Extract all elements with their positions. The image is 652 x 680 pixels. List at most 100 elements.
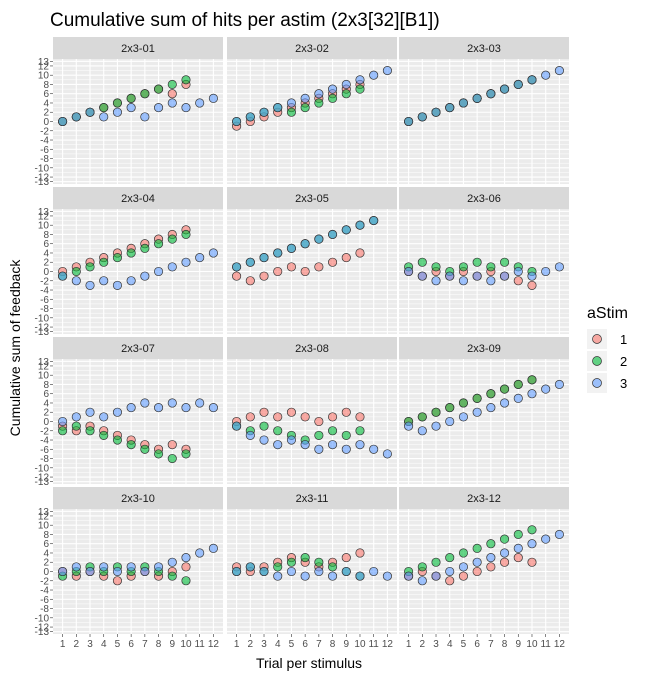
facet-strip bbox=[227, 337, 397, 359]
y-tick-label: 10 bbox=[38, 221, 50, 232]
x-tick-label: 12 bbox=[382, 639, 394, 650]
y-tick-label: -4 bbox=[40, 286, 49, 297]
data-point bbox=[341, 89, 351, 99]
facet-panel: 2x3-05 bbox=[227, 187, 397, 334]
legend-label: 2 bbox=[620, 354, 627, 369]
data-point bbox=[181, 75, 191, 85]
x-tick-label: 10 bbox=[180, 639, 192, 650]
data-point bbox=[167, 557, 177, 567]
data-point bbox=[208, 403, 218, 413]
data-point bbox=[140, 566, 150, 577]
y-tick-label: 6 bbox=[43, 89, 49, 100]
facet-panel: 2x3-03 bbox=[399, 37, 569, 184]
data-point bbox=[286, 566, 296, 577]
data-point bbox=[126, 276, 136, 286]
facet-panels: 2x3-01-13-12-10-8-6-4-2024681012132x3-02… bbox=[35, 37, 569, 650]
data-point bbox=[112, 107, 122, 117]
data-point bbox=[382, 571, 392, 581]
data-point bbox=[167, 234, 177, 244]
y-tick-label: -10 bbox=[35, 163, 50, 174]
data-point bbox=[85, 107, 95, 117]
data-point bbox=[154, 84, 164, 94]
data-point bbox=[286, 407, 296, 417]
data-point bbox=[355, 248, 365, 258]
data-point bbox=[181, 229, 191, 240]
facet-strip bbox=[53, 187, 223, 209]
data-point bbox=[167, 79, 177, 90]
data-point bbox=[431, 421, 441, 431]
data-point bbox=[126, 562, 136, 572]
y-tick-label: 10 bbox=[38, 521, 50, 532]
data-point bbox=[181, 562, 191, 572]
data-point bbox=[472, 407, 482, 417]
data-point bbox=[328, 571, 338, 581]
data-point bbox=[167, 453, 177, 464]
y-tick-label: 13 bbox=[38, 357, 50, 368]
facet-strip-label: 2x3-07 bbox=[121, 343, 155, 355]
data-point bbox=[259, 407, 269, 417]
data-point bbox=[404, 266, 414, 277]
data-point bbox=[369, 70, 379, 80]
data-point bbox=[58, 416, 68, 427]
x-tick-label: 9 bbox=[343, 639, 349, 650]
data-point bbox=[417, 562, 427, 572]
data-point bbox=[195, 98, 205, 108]
data-point bbox=[140, 444, 150, 454]
x-tick-label: 10 bbox=[526, 639, 538, 650]
data-point bbox=[341, 407, 351, 417]
y-tick-label: -10 bbox=[35, 463, 50, 474]
data-point bbox=[58, 116, 68, 127]
data-point bbox=[181, 553, 191, 563]
data-point bbox=[341, 253, 351, 263]
facet-strip bbox=[399, 487, 569, 509]
data-point bbox=[154, 239, 164, 249]
x-tick-label: 2 bbox=[420, 639, 426, 650]
data-point bbox=[500, 84, 510, 94]
data-point bbox=[500, 384, 510, 394]
x-tick-label: 4 bbox=[101, 639, 107, 650]
x-tick-label: 7 bbox=[488, 639, 494, 650]
data-point bbox=[71, 412, 81, 422]
x-tick-label: 5 bbox=[289, 639, 295, 650]
y-tick-label: 12 bbox=[38, 211, 50, 222]
legend-label: 3 bbox=[620, 376, 627, 391]
y-tick-label: 4 bbox=[43, 548, 49, 559]
data-point bbox=[472, 271, 482, 281]
y-tick-label: 12 bbox=[38, 511, 50, 522]
y-tick-label: 6 bbox=[43, 239, 49, 250]
x-tick-label: 8 bbox=[330, 639, 336, 650]
data-point bbox=[85, 262, 95, 272]
chart-title: Cumulative sum of hits per astim (2x3[32… bbox=[50, 10, 440, 31]
data-point bbox=[472, 257, 482, 267]
data-point bbox=[445, 566, 455, 577]
data-point bbox=[486, 403, 496, 413]
data-point bbox=[341, 444, 351, 454]
data-point bbox=[99, 412, 109, 422]
y-tick-label: 8 bbox=[43, 530, 49, 541]
data-point bbox=[58, 271, 68, 281]
data-point bbox=[154, 449, 164, 459]
data-point bbox=[382, 66, 392, 76]
data-point bbox=[259, 435, 269, 445]
data-point bbox=[208, 543, 218, 553]
data-point bbox=[500, 271, 510, 281]
data-point bbox=[154, 562, 164, 572]
y-tick-label: 8 bbox=[43, 80, 49, 91]
data-point bbox=[245, 276, 255, 286]
data-point bbox=[112, 435, 122, 445]
data-point bbox=[273, 562, 283, 572]
data-point bbox=[314, 234, 324, 244]
legend-key bbox=[592, 334, 602, 344]
x-tick-label: 2 bbox=[74, 639, 80, 650]
x-tick-label: 11 bbox=[194, 639, 205, 650]
facet-strip-label: 2x3-11 bbox=[296, 493, 329, 505]
facet-strip-label: 2x3-10 bbox=[121, 493, 155, 505]
data-point bbox=[314, 566, 324, 577]
data-point bbox=[167, 89, 177, 99]
x-tick-label: 3 bbox=[87, 639, 93, 650]
facet-strip bbox=[227, 37, 397, 59]
data-point bbox=[513, 266, 523, 277]
y-tick-label: 12 bbox=[38, 361, 50, 372]
